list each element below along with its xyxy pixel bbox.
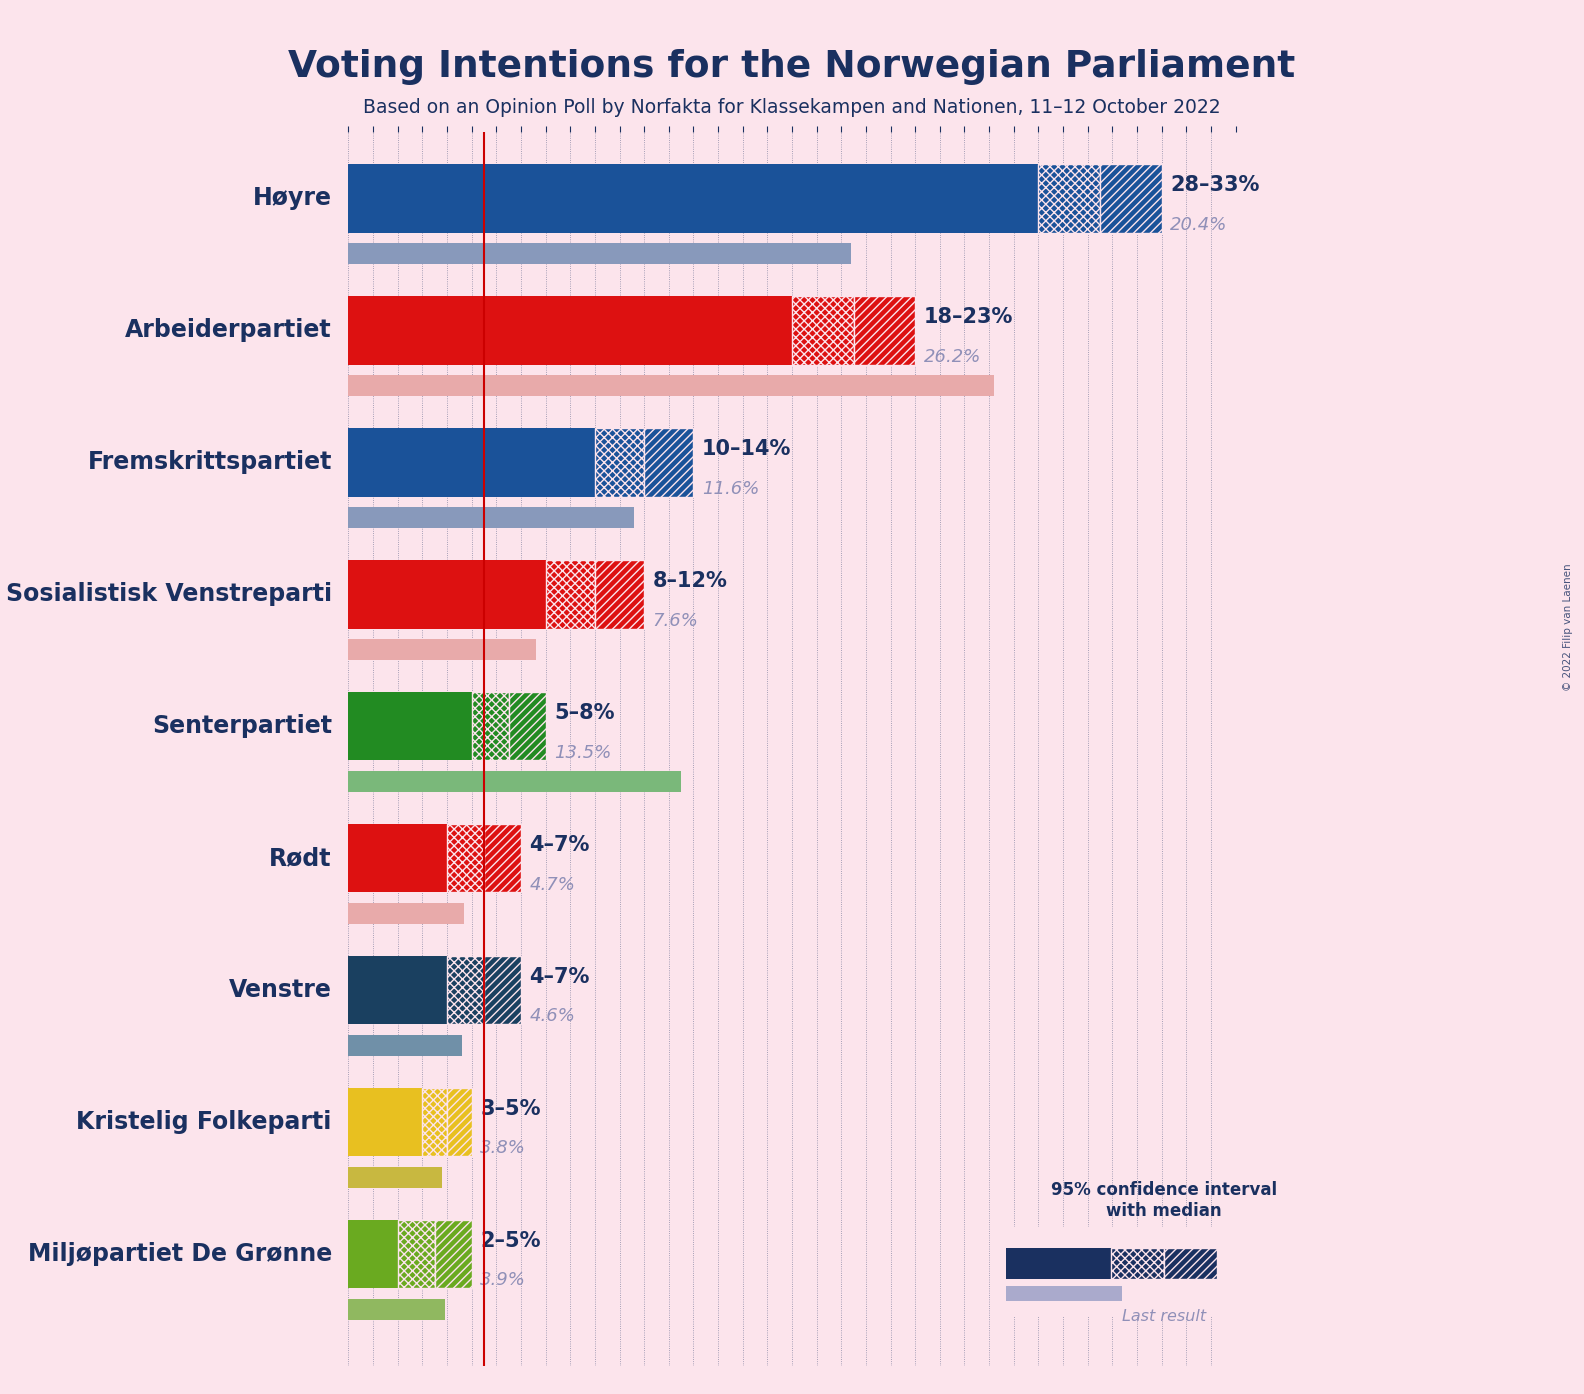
- Text: Voting Intentions for the Norwegian Parliament: Voting Intentions for the Norwegian Parl…: [288, 49, 1296, 85]
- Bar: [348, 824, 447, 892]
- Bar: [447, 824, 485, 892]
- Bar: [348, 507, 634, 528]
- Bar: [447, 1087, 472, 1157]
- Bar: [348, 428, 596, 496]
- Text: 4–7%: 4–7%: [529, 967, 589, 987]
- Bar: [348, 956, 447, 1025]
- Text: 8–12%: 8–12%: [653, 572, 727, 591]
- Bar: [434, 1220, 472, 1288]
- Bar: [348, 638, 535, 661]
- Bar: [1164, 1248, 1217, 1280]
- Bar: [348, 691, 472, 761]
- Text: 26.2%: 26.2%: [923, 347, 980, 365]
- Bar: [485, 956, 521, 1025]
- Text: 18–23%: 18–23%: [923, 307, 1014, 328]
- Text: 3.8%: 3.8%: [480, 1139, 526, 1157]
- Bar: [596, 560, 645, 629]
- Bar: [472, 691, 508, 761]
- Text: Last result: Last result: [1121, 1309, 1207, 1324]
- Bar: [398, 1220, 434, 1288]
- Bar: [447, 956, 485, 1025]
- Bar: [545, 560, 596, 629]
- Bar: [1006, 1285, 1121, 1302]
- Bar: [854, 296, 916, 365]
- Text: 28–33%: 28–33%: [1171, 176, 1259, 195]
- Text: 13.5%: 13.5%: [554, 743, 611, 761]
- Bar: [792, 296, 854, 365]
- Bar: [348, 164, 1039, 233]
- Bar: [348, 1034, 463, 1057]
- Text: 3–5%: 3–5%: [480, 1098, 540, 1119]
- Text: 10–14%: 10–14%: [702, 439, 792, 459]
- Bar: [348, 771, 681, 792]
- Bar: [348, 1087, 423, 1157]
- Text: 5–8%: 5–8%: [554, 703, 615, 723]
- Bar: [645, 428, 694, 496]
- Bar: [348, 903, 464, 924]
- Bar: [485, 824, 521, 892]
- Text: 4.6%: 4.6%: [529, 1008, 575, 1026]
- Text: 20.4%: 20.4%: [1171, 216, 1228, 234]
- Bar: [508, 691, 545, 761]
- Text: © 2022 Filip van Laenen: © 2022 Filip van Laenen: [1563, 563, 1573, 691]
- Text: 2–5%: 2–5%: [480, 1231, 540, 1250]
- Bar: [1099, 164, 1161, 233]
- Text: 7.6%: 7.6%: [653, 612, 699, 630]
- Bar: [348, 1299, 445, 1320]
- Bar: [348, 560, 545, 629]
- Text: 4–7%: 4–7%: [529, 835, 589, 855]
- Bar: [1039, 164, 1099, 233]
- Bar: [348, 244, 851, 265]
- Bar: [423, 1087, 447, 1157]
- Text: 11.6%: 11.6%: [702, 480, 759, 498]
- Bar: [348, 1220, 398, 1288]
- Text: 3.9%: 3.9%: [480, 1271, 526, 1289]
- Bar: [348, 1167, 442, 1188]
- Bar: [1006, 1248, 1112, 1280]
- Text: 95% confidence interval
with median: 95% confidence interval with median: [1052, 1181, 1277, 1220]
- Bar: [596, 428, 645, 496]
- Bar: [1112, 1248, 1164, 1280]
- Text: 4.7%: 4.7%: [529, 875, 575, 894]
- Bar: [348, 296, 792, 365]
- Text: Based on an Opinion Poll by Norfakta for Klassekampen and Nationen, 11–12 Octobe: Based on an Opinion Poll by Norfakta for…: [363, 98, 1221, 117]
- Bar: [348, 375, 995, 396]
